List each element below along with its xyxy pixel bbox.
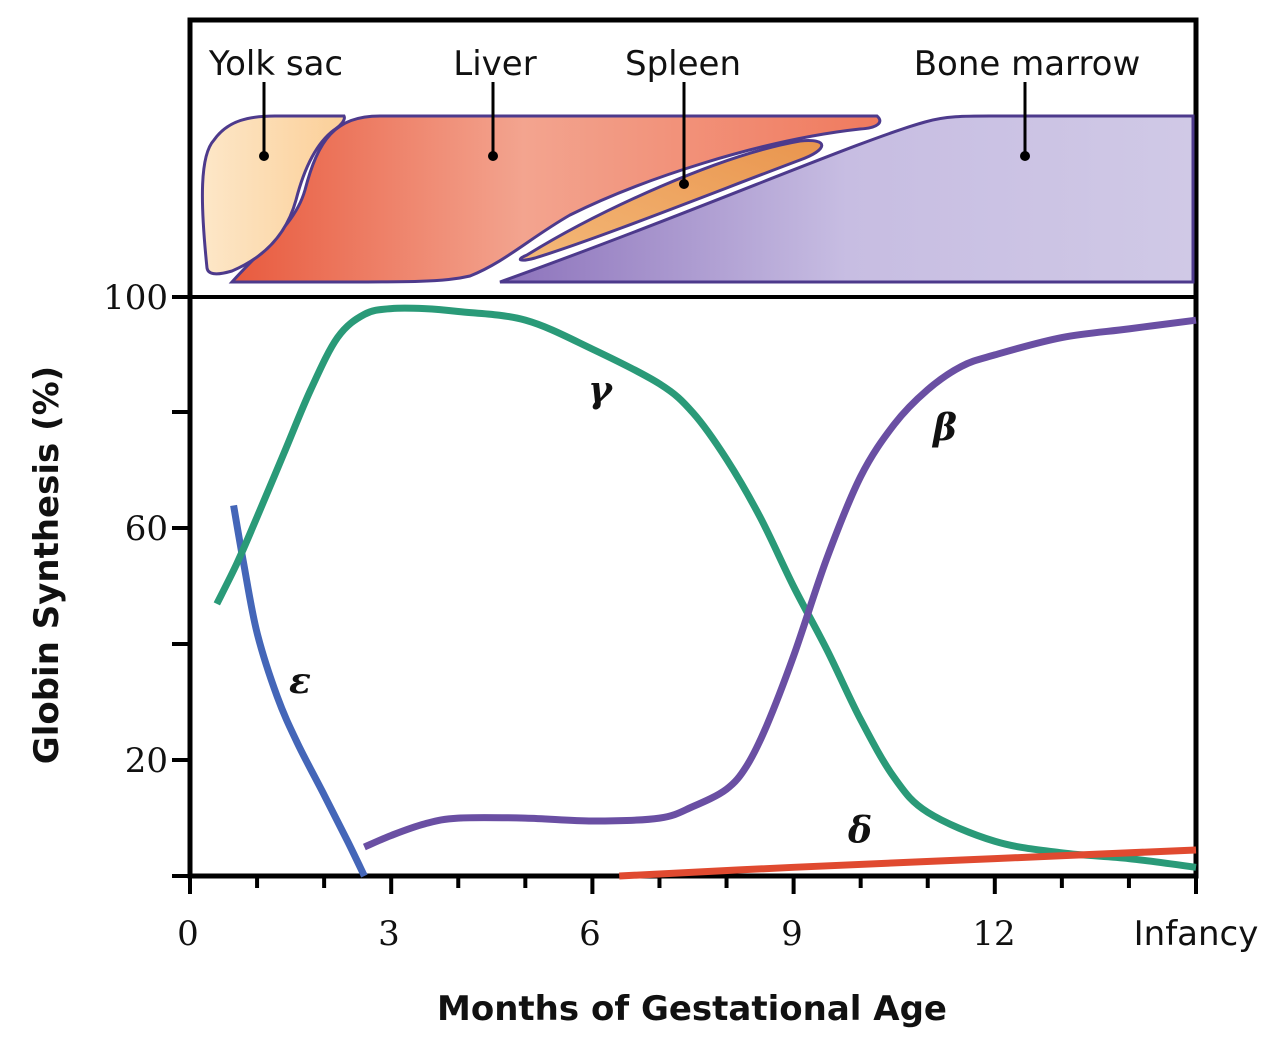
gamma-series-label: γ <box>588 369 614 411</box>
bone-marrow-region <box>499 114 1195 284</box>
beta-series-label: β <box>931 407 957 449</box>
yolk-sac-region <box>200 114 346 276</box>
figure-frame <box>187 17 1199 879</box>
epsilon-series-label: ε <box>289 660 311 702</box>
hematopoietic-sites <box>200 114 1195 284</box>
x-tick-label-6: 6 <box>579 914 601 954</box>
y-tick-label-20: 20 <box>125 741 168 781</box>
yolk-sac-pointer-dot <box>259 151 269 161</box>
site-labels: Yolk sac Liver Spleen Bone marrow <box>208 44 1140 189</box>
x-tick-label-9: 9 <box>781 914 803 954</box>
epsilon-series-line <box>230 504 368 878</box>
gamma-series-line <box>213 304 1197 871</box>
x-tick-labels: 0 3 6 9 12 Infancy <box>177 914 1258 954</box>
y-tick-label-60: 60 <box>125 509 168 549</box>
bone-marrow-label: Bone marrow <box>914 44 1141 84</box>
x-axis <box>188 876 1198 894</box>
spleen-label: Spleen <box>625 44 741 84</box>
x-axis-title: Months of Gestational Age <box>437 989 947 1029</box>
beta-series-line <box>362 316 1197 851</box>
liver-pointer-dot <box>488 151 498 161</box>
y-axis-title: Globin Synthesis (%) <box>27 366 67 764</box>
spleen-pointer-dot <box>679 179 689 189</box>
x-tick-label-12: 12 <box>972 914 1015 954</box>
x-tick-label-infancy: Infancy <box>1134 914 1259 954</box>
x-tick-label-3: 3 <box>378 914 400 954</box>
series-layer <box>213 304 1197 880</box>
yolk-sac-label: Yolk sac <box>208 44 343 84</box>
spleen-region <box>518 139 824 262</box>
delta-series-line <box>619 846 1197 880</box>
liver-region <box>228 114 882 284</box>
liver-label: Liver <box>453 44 536 84</box>
series-labels: ε γ β δ <box>289 369 957 852</box>
x-tick-label-0: 0 <box>177 914 199 954</box>
bone-marrow-pointer-dot <box>1020 151 1030 161</box>
y-tick-label-100: 100 <box>103 278 168 318</box>
y-axis: 100 60 20 <box>103 278 190 878</box>
delta-series-label: δ <box>847 810 872 852</box>
